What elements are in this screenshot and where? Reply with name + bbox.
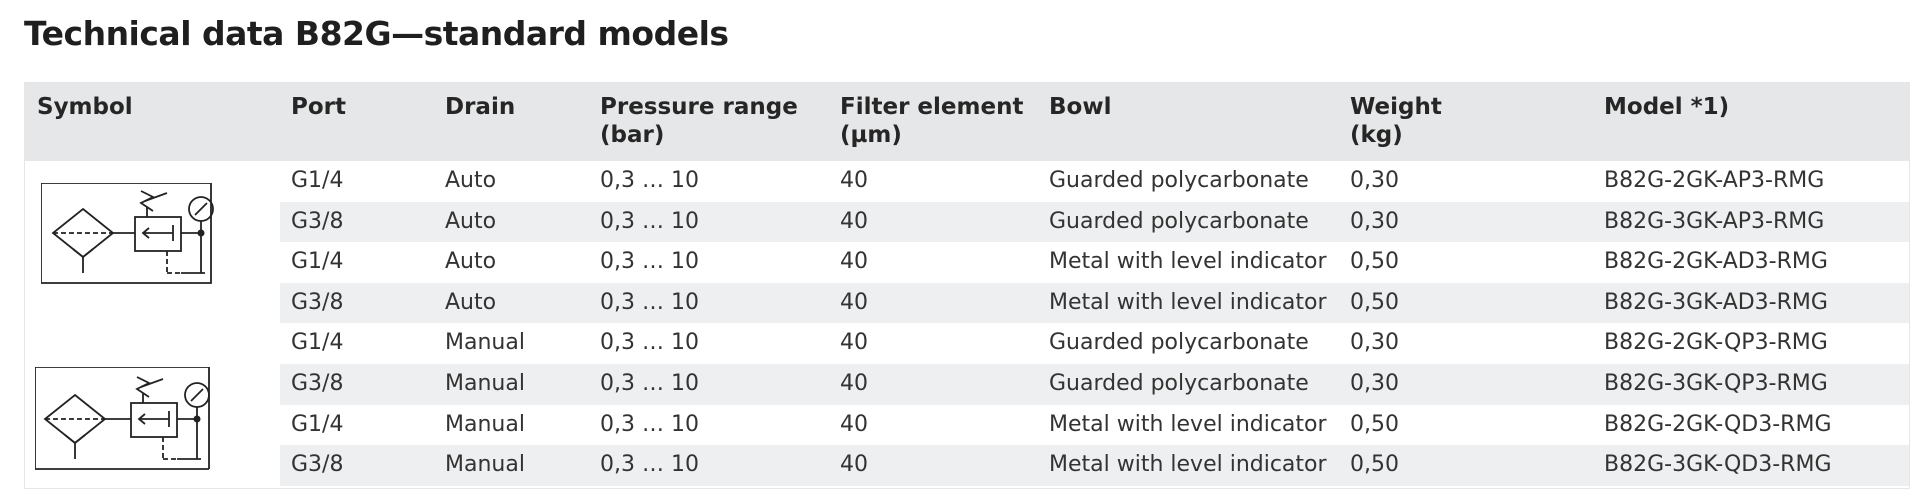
cell-port: G1/4: [291, 330, 344, 356]
cell-model: B82G-3GK-AD3-RMG: [1604, 289, 1828, 315]
cell-weight: 0,50: [1350, 411, 1399, 437]
header-bowl: Bowl: [1049, 94, 1112, 120]
table-row: G1/4 Manual 0,3 … 10 40 Metal with level ind…: [280, 405, 1909, 446]
cell-drain: Manual: [445, 452, 525, 478]
cell-filter-element: 40: [840, 289, 868, 315]
cell-drain: Auto: [445, 249, 497, 275]
header-model: Model *1): [1604, 94, 1730, 120]
cell-filter-element: 40: [840, 411, 868, 437]
cell-drain: Manual: [445, 371, 525, 396]
filter-regulator-manual-drain-symbol-icon: [35, 367, 210, 470]
cell-pressure-range: 0,3 … 10: [600, 208, 699, 234]
header-drain: Drain: [445, 94, 516, 120]
cell-weight: 0,50: [1350, 289, 1399, 315]
cell-bowl: Metal with level indicator: [1049, 452, 1327, 478]
cell-weight: 0,30: [1350, 168, 1399, 193]
cell-port: G1/4: [291, 168, 344, 193]
header-port: Port: [291, 94, 346, 120]
cell-pressure-range: 0,3 … 10: [600, 452, 699, 478]
cell-bowl: Metal with level indicator: [1049, 411, 1327, 437]
cell-model: B82G-2GK-QD3-RMG: [1604, 411, 1832, 437]
table-row: G1/4 Manual 0,3 … 10 40 Guarded polycarbonat…: [280, 323, 1909, 364]
cell-weight: 0,30: [1350, 330, 1399, 356]
cell-filter-element: 40: [840, 330, 868, 356]
cell-bowl: Metal with level indicator: [1049, 289, 1327, 315]
cell-bowl: Metal with level indicator: [1049, 249, 1327, 275]
cell-pressure-range: 0,3 … 10: [600, 168, 699, 193]
cell-model: B82G-3GK-AP3-RMG: [1604, 208, 1825, 234]
cell-port: G1/4: [291, 411, 344, 437]
header-pressure-range: Pressure range (bar): [600, 94, 798, 148]
cell-bowl: Guarded polycarbonate: [1049, 330, 1309, 356]
cell-weight: 0,50: [1350, 249, 1399, 275]
cell-weight: 0,30: [1350, 208, 1399, 234]
table-row: G1/4 Auto 0,3 … 10 40 Metal with level indic…: [280, 242, 1909, 283]
page-title: Technical data B82G—standard models: [24, 14, 729, 53]
cell-pressure-range: 0,3 … 10: [600, 289, 699, 315]
cell-pressure-range: 0,3 … 10: [600, 249, 699, 275]
header-filter-element: Filter element (µm): [840, 94, 1024, 148]
cell-pressure-range: 0,3 … 10: [600, 371, 699, 396]
filter-regulator-auto-drain-symbol-icon: [41, 183, 214, 284]
cell-drain: Manual: [445, 330, 525, 356]
technical-data-table: Symbol Port Drain Pressure range (bar) F…: [24, 82, 1910, 489]
header-symbol: Symbol: [37, 94, 133, 120]
cell-weight: 0,30: [1350, 371, 1399, 396]
cell-model: B82G-3GK-QP3-RMG: [1604, 371, 1828, 396]
cell-filter-element: 40: [840, 249, 868, 275]
table-row: G3/8 Auto 0,3 … 10 40 Guarded polycarbonate 0…: [280, 201, 1909, 243]
cell-pressure-range: 0,3 … 10: [600, 411, 699, 437]
table-row: G3/8 Manual 0,3 … 10 40 Guarded polycarbonat…: [280, 364, 1909, 405]
cell-model: B82G-2GK-QP3-RMG: [1604, 330, 1828, 356]
cell-drain: Auto: [445, 208, 497, 234]
cell-model: B82G-3GK-QD3-RMG: [1604, 452, 1832, 478]
cell-model: B82G-2GK-AP3-RMG: [1604, 168, 1825, 193]
cell-port: G3/8: [291, 208, 344, 234]
cell-weight: 0,50: [1350, 452, 1399, 478]
table-header: Symbol Port Drain Pressure range (bar) F…: [25, 83, 1909, 161]
cell-filter-element: 40: [840, 371, 868, 396]
cell-filter-element: 40: [840, 452, 868, 478]
cell-port: G3/8: [291, 289, 344, 315]
cell-drain: Auto: [445, 168, 497, 193]
cell-drain: Auto: [445, 289, 497, 315]
cell-filter-element: 40: [840, 208, 868, 234]
cell-filter-element: 40: [840, 168, 868, 193]
cell-port: G1/4: [291, 249, 344, 275]
cell-pressure-range: 0,3 … 10: [600, 330, 699, 356]
header-weight: Weight (kg): [1350, 94, 1442, 148]
cell-bowl: Guarded polycarbonate: [1049, 208, 1309, 234]
cell-bowl: Guarded polycarbonate: [1049, 168, 1309, 193]
cell-model: B82G-2GK-AD3-RMG: [1604, 249, 1828, 275]
cell-bowl: Guarded polycarbonate: [1049, 371, 1309, 396]
table-row: G3/8 Manual 0,3 … 10 40 Metal with level ind…: [280, 445, 1909, 486]
cell-port: G3/8: [291, 371, 344, 396]
cell-port: G3/8: [291, 452, 344, 478]
table-row: G3/8 Auto 0,3 … 10 40 Metal with level indic…: [280, 282, 1909, 324]
cell-drain: Manual: [445, 411, 525, 437]
table-row: G1/4 Auto 0,3 … 10 40 Guarded polycarbonate 0…: [280, 161, 1909, 202]
